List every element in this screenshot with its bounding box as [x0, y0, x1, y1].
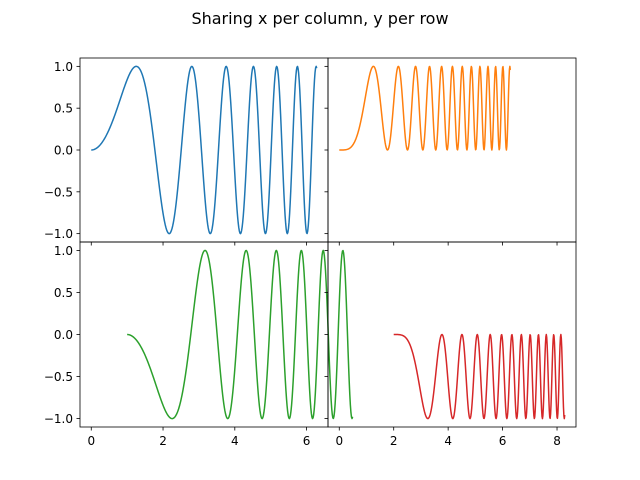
subplot-bottom-right: 0 2 4 6 8	[324, 241, 577, 448]
axes-frame	[79, 241, 329, 428]
xtick-label: 4	[231, 434, 239, 448]
ytick-label: −1.0	[44, 227, 73, 241]
subplot-top-left: 1.0 0.5 0.0 −0.5 −1.0	[44, 57, 329, 246]
chart-title: Sharing x per column, y per row	[191, 9, 448, 28]
ytick-label: 0.5	[54, 102, 73, 116]
ytick-label: 0.0	[54, 328, 73, 342]
series-line	[393, 333, 566, 420]
ytick-label: 0.5	[54, 286, 73, 300]
xtick-label: 6	[499, 434, 507, 448]
subplot-top-right	[324, 57, 577, 246]
xtick-label: 2	[390, 434, 398, 448]
xtick-label: 6	[303, 434, 311, 448]
subplot-bottom-left: 1.0 0.5 0.0 −0.5 −1.0 0 2 4 6	[44, 241, 354, 448]
ytick-label: 0.0	[54, 144, 73, 158]
series-line	[126, 249, 354, 420]
ytick-label: 1.0	[54, 60, 73, 74]
xtick-label: 2	[159, 434, 167, 448]
xtick-label: 0	[335, 434, 343, 448]
axes-frame	[79, 57, 329, 243]
xtick-label: 4	[444, 434, 452, 448]
series-line	[338, 65, 512, 151]
ytick-label: −0.5	[44, 185, 73, 199]
xtick-label: 0	[87, 434, 95, 448]
ytick-label: −1.0	[44, 412, 73, 426]
ytick-label: −0.5	[44, 370, 73, 384]
axes-frame	[327, 57, 577, 243]
series-line	[91, 65, 318, 235]
xtick-label: 8	[553, 434, 561, 448]
ytick-label: 1.0	[54, 244, 73, 258]
